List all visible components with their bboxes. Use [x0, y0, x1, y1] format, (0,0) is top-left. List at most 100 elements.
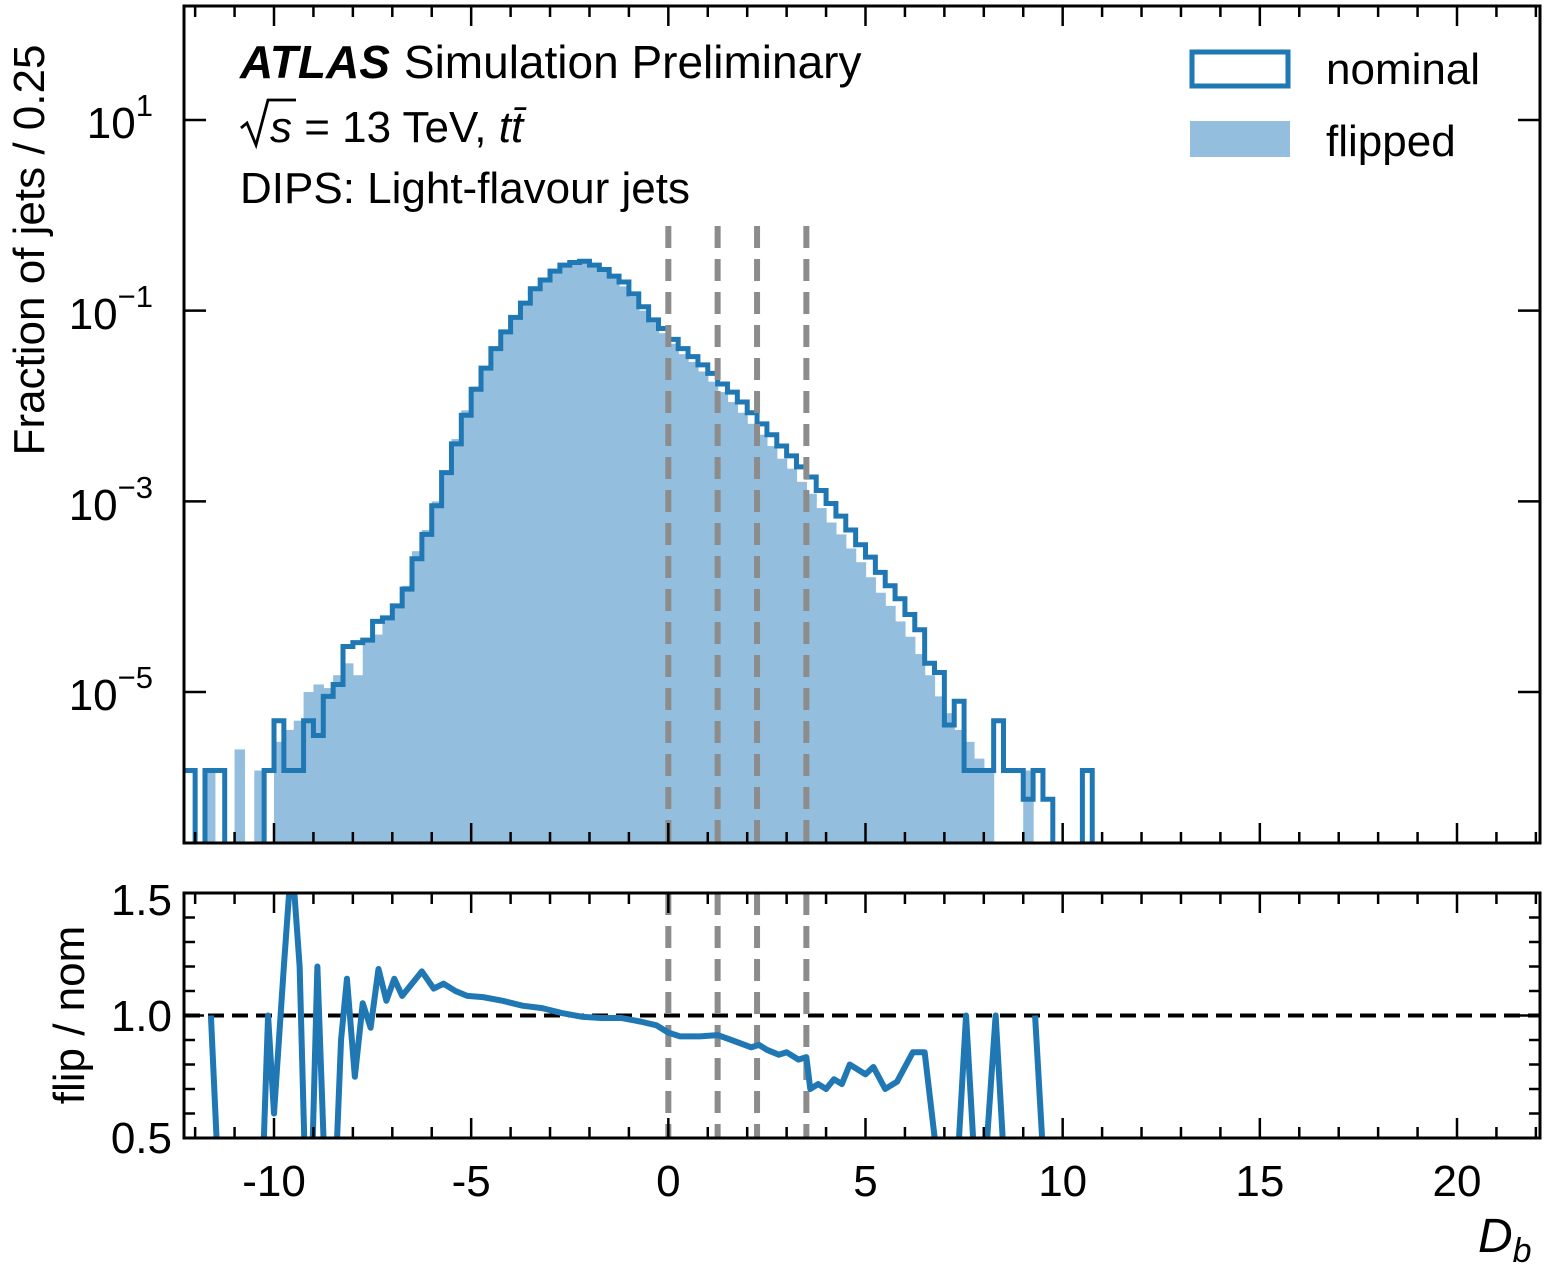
- ratio-line: [260, 893, 308, 1138]
- flipped-bar: [392, 605, 403, 843]
- flipped-bar: [313, 684, 324, 843]
- flipped-bar: [402, 585, 413, 843]
- flipped-bar: [609, 278, 620, 843]
- flipped-bar: [510, 315, 522, 843]
- flipped-bar: [372, 634, 384, 843]
- flipped-bar: [441, 472, 453, 843]
- x-tick-label: 0: [656, 1157, 680, 1206]
- flipped-bar: [766, 446, 778, 843]
- flipped-bar: [678, 354, 689, 843]
- energy-label: s = 13 TeV, tt̄: [240, 98, 527, 152]
- main-y-ticks: [184, 118, 1540, 694]
- x-tick-label: 20: [1433, 1157, 1482, 1206]
- x-tick-label: 5: [853, 1157, 877, 1206]
- flipped-bar: [855, 562, 867, 843]
- main-x-ticks: [193, 6, 1538, 843]
- svg-text:10−5: 10−5: [69, 660, 153, 720]
- svg-text:s = 13 TeV, tt̄: s = 13 TeV, tt̄: [270, 103, 527, 152]
- flipped-bar: [274, 741, 285, 843]
- experiment-name: ATLAS: [239, 36, 390, 88]
- flipped-bar: [885, 605, 896, 843]
- x-tick-label: 15: [1235, 1157, 1284, 1206]
- flipped-bar: [826, 522, 837, 843]
- flipped-bar: [934, 696, 945, 843]
- ratio-line: [1032, 1015, 1046, 1138]
- flipped-bar: [333, 675, 344, 843]
- flipped-bar: [983, 770, 995, 843]
- flipped-bar: [628, 296, 640, 843]
- flipped-bar: [845, 548, 857, 843]
- flipped-bar: [648, 322, 660, 843]
- flipped-bar: [717, 392, 729, 843]
- main-y-tick-label: 101: [87, 88, 153, 148]
- svg-text:10−1: 10−1: [69, 279, 153, 339]
- sqrt-sign: [240, 98, 296, 150]
- flipped-bar: [757, 434, 768, 843]
- flipped-bar: [973, 758, 985, 843]
- flipped-bar: [737, 412, 748, 843]
- tagger-label: DIPS: Light-flavour jets: [240, 164, 690, 213]
- flipped-bar: [421, 530, 433, 843]
- flipped-bar: [944, 713, 955, 843]
- ratio-line: [956, 1012, 977, 1138]
- flipped-bar: [530, 288, 541, 843]
- flipped-bar: [540, 279, 551, 843]
- flipped-bar: [619, 286, 630, 843]
- flipped-bar: [471, 386, 482, 843]
- main-y-tick-label: 10−3: [69, 470, 153, 530]
- x-tick-label: -10: [242, 1157, 306, 1206]
- x-tick-label: 10: [1038, 1157, 1087, 1206]
- flipped-bar: [234, 749, 246, 843]
- ratio-y-ticks: [184, 891, 1540, 1140]
- ratio-line: [207, 1015, 220, 1138]
- main-panel-frame: [182, 4, 1542, 845]
- flipped-bar: [362, 640, 374, 843]
- flipped-bar: [461, 410, 472, 843]
- ratio-y-axis-label: flip / nom: [45, 926, 94, 1105]
- flipped-bar: [1023, 770, 1034, 843]
- flipped-bar: [204, 770, 216, 843]
- flipped-bar: [599, 271, 610, 843]
- flipped-bar: [283, 729, 295, 843]
- flipped-bar: [816, 508, 827, 843]
- main-y-axis-label: Fraction of jets / 0.25: [5, 45, 54, 456]
- ratio-curve: [207, 893, 1046, 1138]
- main-working-point-lines: [665, 226, 810, 843]
- flipped-bar: [904, 636, 916, 843]
- ratio-line: [984, 1012, 1006, 1138]
- flipped-bar: [954, 729, 965, 843]
- flipped-bar: [895, 621, 906, 843]
- flipped-bar: [697, 371, 709, 843]
- flipped-bar: [875, 592, 886, 843]
- flipped-bar: [796, 481, 807, 843]
- flipped-bar: [589, 266, 600, 843]
- legend: nominal flipped: [1189, 45, 1480, 166]
- flipped-bar: [352, 675, 364, 843]
- svg-text:101: 101: [87, 88, 153, 148]
- flipped-bar: [835, 534, 847, 843]
- ratio-line: [309, 963, 327, 1138]
- ratio-panel: 0.5 1.0 1.5 flip / nom -10 -5 0 5 10 15 20 Db: [45, 876, 1542, 1267]
- ratio-y-tick-label: 1.5: [111, 876, 172, 925]
- x-axis-label: Db: [1478, 1210, 1532, 1267]
- flipped-bar: [806, 493, 817, 843]
- flipped-bar: [481, 366, 492, 843]
- flipped-bar: [668, 343, 679, 843]
- flipped-bar: [343, 663, 354, 843]
- flipped-bar: [520, 303, 531, 843]
- ratio-y-tick-label: 0.5: [111, 1114, 172, 1163]
- flipped-bar: [914, 654, 926, 843]
- legend-flipped-label: flipped: [1326, 117, 1456, 166]
- flipped-bar: [638, 310, 650, 843]
- flipped-bar: [293, 720, 305, 843]
- flipped-bar: [412, 551, 423, 843]
- legend-flipped-swatch: [1190, 121, 1290, 157]
- flipped-bar: [451, 439, 462, 843]
- flipped-bar: [579, 262, 591, 843]
- flipped-bar: [688, 361, 699, 843]
- legend-nominal-label: nominal: [1326, 45, 1480, 94]
- flipped-histogram: [204, 262, 1034, 843]
- main-y-tick-label: 10−1: [69, 279, 153, 339]
- ratio-y-tick-label: 1.0: [111, 992, 172, 1041]
- flipped-bar: [964, 741, 975, 843]
